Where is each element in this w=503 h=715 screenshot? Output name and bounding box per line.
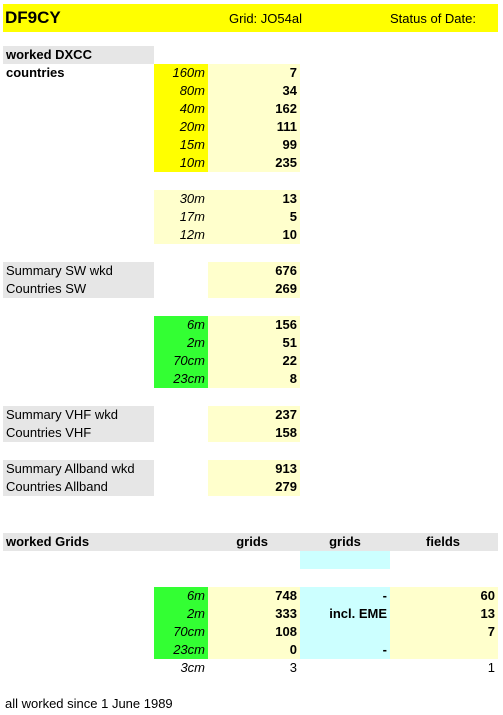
band-label: 70cm: [154, 352, 208, 370]
grid-count-alt: [300, 623, 390, 641]
band-count: 10: [208, 226, 300, 244]
summary-label: Summary Allband wkd: [3, 460, 154, 478]
summary-label: Countries VHF: [3, 424, 154, 442]
summary-label: Countries Allband: [3, 478, 154, 496]
grid-row: 23cm 0-: [154, 641, 498, 659]
grid-band-label: 2m: [154, 605, 208, 623]
dxcc-section-title: worked DXCC countries: [3, 46, 154, 80]
summary-value: 158: [208, 424, 300, 442]
grid-row: 70cm 108 7: [154, 623, 498, 641]
field-count: 13: [390, 605, 498, 623]
grid-count-alt: -: [300, 641, 390, 659]
summary-row: Summary VHF wkd 237: [3, 406, 300, 424]
band-count: 8: [208, 370, 300, 388]
field-count: [390, 641, 498, 659]
summary-row: Countries VHF 158: [3, 424, 300, 442]
band-label: 23cm: [154, 370, 208, 388]
band-label: 10m: [154, 154, 208, 172]
band-label: 30m: [154, 190, 208, 208]
summary-label: Summary SW wkd: [3, 262, 154, 280]
grids2-col-header: grids: [329, 534, 361, 549]
grid-locator: Grid: JO54al: [229, 11, 302, 26]
band-count: 235: [208, 154, 300, 172]
band-count: 162: [208, 100, 300, 118]
hf-count-column: 7 34 162 111 99 235: [208, 64, 300, 172]
grid-band-label: 3cm: [180, 660, 205, 675]
grid-count: 3: [289, 660, 297, 675]
grid-count: 748: [208, 587, 300, 605]
band-label: 20m: [154, 118, 208, 136]
summary-label: Countries SW: [3, 280, 154, 298]
warc-count-column: 13 5 10: [208, 190, 300, 244]
band-label: 6m: [154, 316, 208, 334]
band-label: 15m: [154, 136, 208, 154]
summary-label: Summary VHF wkd: [3, 406, 154, 424]
grids-section-title: worked Grids: [6, 534, 90, 549]
grids2-spacer: [300, 551, 390, 569]
vhf-count-column: 156 51 22 8: [208, 316, 300, 388]
grid-count-alt: [300, 659, 390, 677]
callsign-title: DF9CY: [5, 8, 61, 27]
band-label: 40m: [154, 100, 208, 118]
summary-value: 676: [208, 262, 300, 280]
band-count: 99: [208, 136, 300, 154]
vhf-summary: Summary VHF wkd 237 Countries VHF 158: [3, 406, 300, 442]
band-label: 12m: [154, 226, 208, 244]
band-count: 5: [208, 208, 300, 226]
summary-row: Countries SW 269: [3, 280, 300, 298]
grid-count: 333: [208, 605, 300, 623]
grids-header-bar: [3, 533, 498, 551]
dxcc-section-title-text: worked DXCC countries: [6, 47, 92, 80]
summary-row: Summary Allband wkd 913: [3, 460, 300, 478]
band-count: 156: [208, 316, 300, 334]
hf-band-column: 160m 80m 40m 20m 15m 10m: [154, 64, 208, 172]
field-count: 7: [390, 623, 498, 641]
fields-col-header: fields: [426, 534, 460, 549]
grid-band-label: 70cm: [154, 623, 208, 641]
grid-count: 108: [208, 623, 300, 641]
grid-count: 0: [208, 641, 300, 659]
band-count: 111: [208, 118, 300, 136]
band-label: 160m: [154, 64, 208, 82]
grid-count-alt: -: [300, 587, 390, 605]
grid-count-alt: incl. EME: [300, 605, 390, 623]
band-count: 22: [208, 352, 300, 370]
field-count: 1: [487, 660, 495, 675]
vhf-band-column: 6m 2m 70cm 23cm: [154, 316, 208, 388]
summary-value: 237: [208, 406, 300, 424]
summary-value: 279: [208, 478, 300, 496]
grid-row: 2m 333 incl. EME 13: [154, 605, 498, 623]
field-count: 60: [390, 587, 498, 605]
band-label: 2m: [154, 334, 208, 352]
status-of-date: Status of Date:: [390, 11, 476, 26]
allband-summary: Summary Allband wkd 913 Countries Allband 2…: [3, 460, 300, 496]
header-bar: [3, 4, 498, 32]
grid-row: 3cm 3 1: [154, 659, 498, 677]
band-count: 13: [208, 190, 300, 208]
band-label: 17m: [154, 208, 208, 226]
band-count: 51: [208, 334, 300, 352]
grid-row: 6m 748-60: [154, 587, 498, 605]
band-count: 34: [208, 82, 300, 100]
summary-row: Countries Allband 279: [3, 478, 300, 496]
band-label: 80m: [154, 82, 208, 100]
grids-col-header: grids: [236, 534, 268, 549]
band-count: 7: [208, 64, 300, 82]
grid-band-label: 23cm: [154, 641, 208, 659]
summary-value: 913: [208, 460, 300, 478]
warc-band-column: 30m 17m 12m: [154, 190, 208, 244]
summary-row: Summary SW wkd 676: [3, 262, 300, 280]
summary-value: 269: [208, 280, 300, 298]
sw-summary: Summary SW wkd 676 Countries SW 269: [3, 262, 300, 298]
grids-table: 6m 748-60 2m 333 incl. EME 13 70cm 108 7 23cm 0-3c…: [154, 587, 498, 677]
grid-band-label: 6m: [154, 587, 208, 605]
footer-note: all worked since 1 June 1989: [5, 696, 173, 711]
